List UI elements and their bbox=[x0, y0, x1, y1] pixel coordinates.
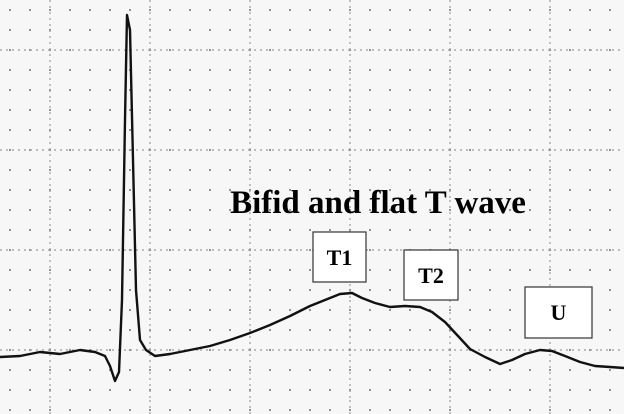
label: U bbox=[551, 300, 567, 325]
label-box bbox=[312, 231, 367, 283]
label-box bbox=[524, 286, 593, 339]
title: Bifid and flat T wave bbox=[230, 185, 526, 221]
label: T1 bbox=[327, 245, 353, 270]
label-box bbox=[403, 249, 459, 301]
label: T2 bbox=[418, 263, 444, 288]
ecg-trace bbox=[0, 13, 624, 383]
